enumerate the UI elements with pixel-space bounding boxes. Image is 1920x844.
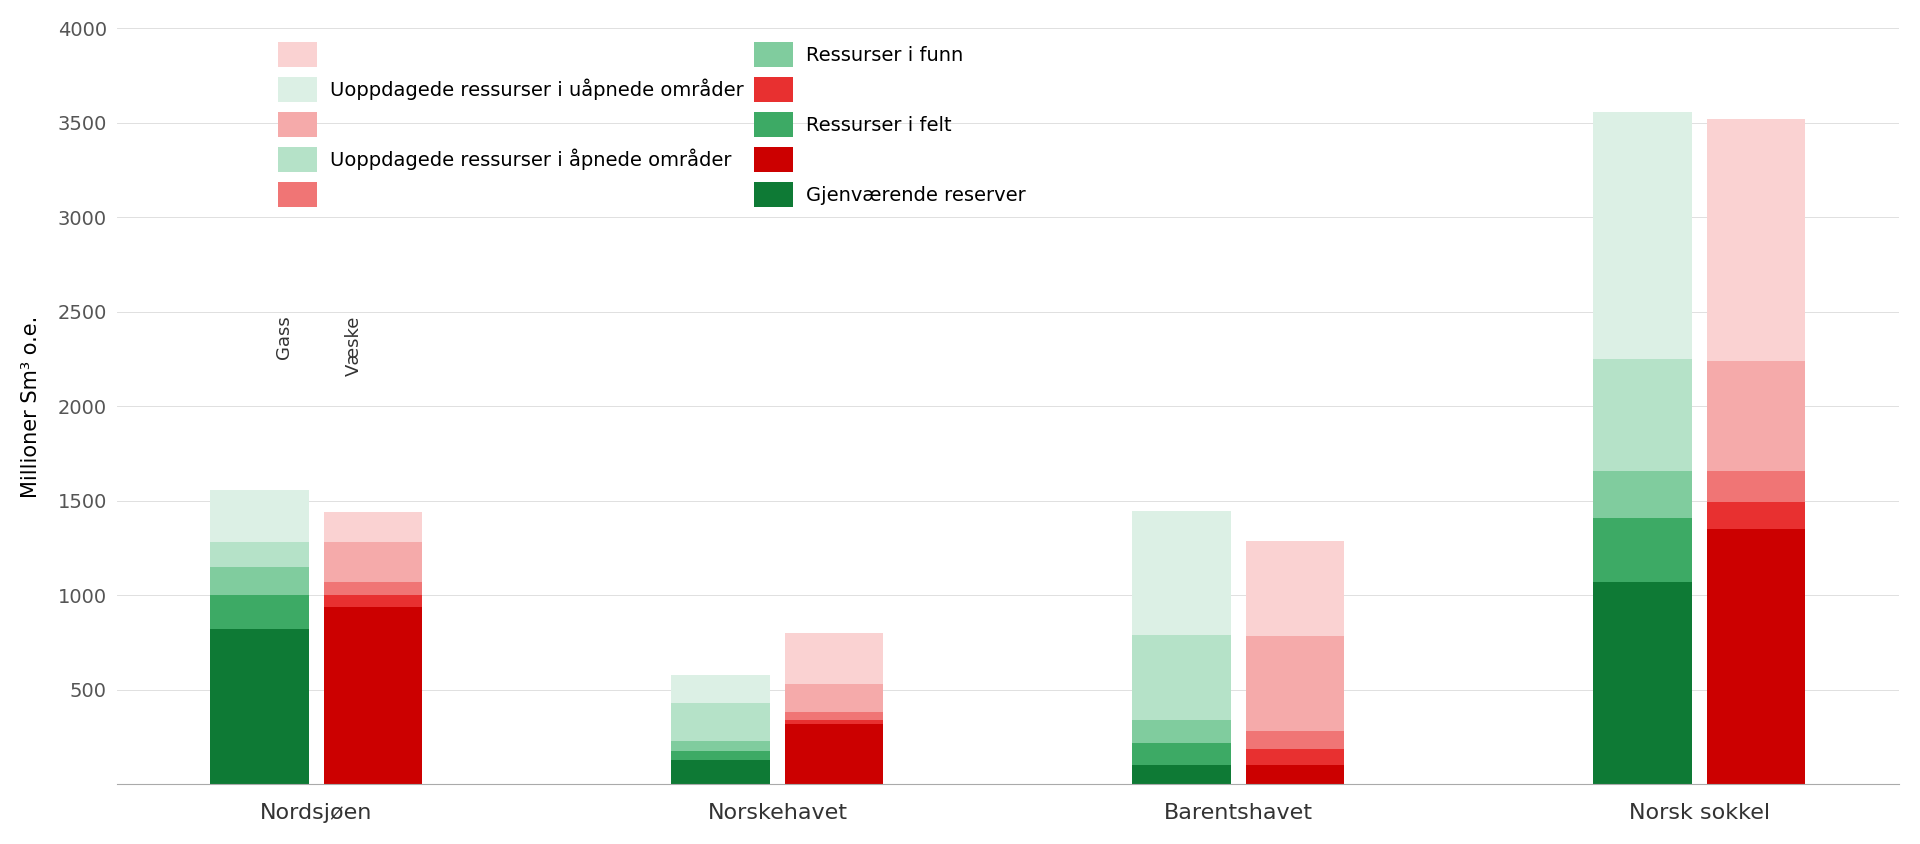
Bar	[672, 703, 770, 741]
Bar	[211, 543, 309, 567]
Bar	[785, 724, 883, 784]
Bar	[1707, 361, 1805, 471]
Bar	[324, 595, 422, 607]
Bar	[1246, 749, 1344, 765]
Bar	[1246, 765, 1344, 784]
Bar	[1133, 765, 1231, 784]
Bar	[672, 741, 770, 751]
Bar	[1707, 119, 1805, 361]
Bar	[324, 607, 422, 784]
Bar	[1594, 471, 1692, 518]
Bar	[785, 720, 883, 724]
Bar	[1594, 359, 1692, 471]
Bar	[1246, 540, 1344, 636]
Bar	[672, 751, 770, 760]
Bar	[672, 675, 770, 703]
Bar	[1707, 529, 1805, 784]
Bar	[211, 567, 309, 595]
Bar	[1594, 518, 1692, 582]
Bar	[324, 543, 422, 582]
Y-axis label: Millioner Sm³ o.e.: Millioner Sm³ o.e.	[21, 316, 40, 497]
Bar	[785, 711, 883, 720]
Bar	[672, 760, 770, 784]
Bar	[1707, 471, 1805, 502]
Legend: , Uoppdagede ressurser i uåpnede områder, , Uoppdagede ressurser i åpnede område: , Uoppdagede ressurser i uåpnede områder…	[278, 42, 1025, 208]
Bar	[1133, 720, 1231, 743]
Bar	[324, 582, 422, 595]
Bar	[1133, 743, 1231, 765]
Bar	[1133, 635, 1231, 720]
Bar	[211, 595, 309, 630]
Bar	[1707, 502, 1805, 529]
Bar	[324, 512, 422, 543]
Text: Væske: Væske	[346, 316, 363, 376]
Bar	[1594, 111, 1692, 359]
Text: Gass: Gass	[275, 316, 294, 360]
Bar	[785, 684, 883, 711]
Bar	[1594, 582, 1692, 784]
Bar	[1246, 636, 1344, 731]
Bar	[211, 490, 309, 543]
Bar	[785, 633, 883, 684]
Bar	[1246, 731, 1344, 749]
Bar	[211, 630, 309, 784]
Bar	[1133, 511, 1231, 635]
